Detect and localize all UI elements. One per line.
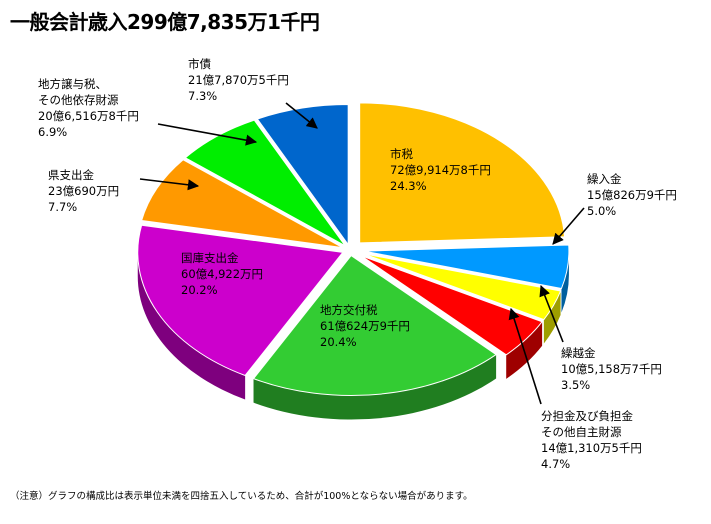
slice-label-name: 県支出金 xyxy=(48,168,94,182)
slice-label-name: 繰越金 xyxy=(561,346,596,360)
slice-label-name: 市税 xyxy=(390,147,413,161)
slice-label-name: 地方交付税 xyxy=(320,303,378,317)
pie-slice-3 xyxy=(360,255,543,356)
slice-label-amount: 14億1,310万5千円 xyxy=(541,441,642,455)
slice-label-percent: 3.5% xyxy=(561,378,591,392)
slice-label-7: 地方譲与税、 その他依存財源 20億6,516万8千円 6.9% xyxy=(38,76,139,140)
leader-arrow-8 xyxy=(285,102,318,129)
slice-label-amount: 15億826万9千円 xyxy=(587,188,677,202)
slice-label-name: 繰入金 xyxy=(587,172,622,186)
pie-slice-4 xyxy=(252,254,497,397)
slice-label-percent: 6.9% xyxy=(38,125,68,139)
leader-arrow-3 xyxy=(508,307,542,405)
pie-side-5 xyxy=(137,252,246,400)
slice-label-name: その他依存財源 xyxy=(38,93,119,107)
slice-label-name: 市債 xyxy=(188,57,211,71)
pie-slice-5 xyxy=(137,224,344,377)
pie-side-4 xyxy=(253,354,497,420)
slice-label-0: 市税 72億9,914万8千円 24.3% xyxy=(390,146,491,194)
slice-label-amount: 60億4,922万円 xyxy=(181,267,264,281)
pie-slice-2 xyxy=(362,253,562,321)
pie-side-1 xyxy=(561,251,569,313)
slice-label-percent: 5.0% xyxy=(587,204,617,218)
slice-label-name: 分担金及び負担金 xyxy=(541,409,633,423)
slice-label-percent: 7.7% xyxy=(48,200,78,214)
slice-label-percent: 24.3% xyxy=(390,179,427,193)
slice-label-5: 国庫支出金 60億4,922万円 20.2% xyxy=(181,250,263,298)
slice-label-3: 分担金及び負担金 その他自主財源 14億1,310万5千円 4.7% xyxy=(541,408,642,472)
slice-label-6: 県支出金 23億690万円 7.7% xyxy=(48,167,119,215)
slice-label-4: 地方交付税 61億624万9千円 20.4% xyxy=(320,302,410,350)
leader-arrow-7 xyxy=(157,123,258,146)
slice-label-amount: 72億9,914万8千円 xyxy=(390,163,491,177)
leader-arrow-2 xyxy=(539,284,564,343)
leader-arrow-6 xyxy=(139,178,200,191)
footnote: （注意）グラフの構成比は表示単位未満を四捨五入しているため、合計が100%となら… xyxy=(10,491,473,502)
slice-label-amount: 61億624万9千円 xyxy=(320,319,410,333)
slice-label-amount: 21億7,870万5千円 xyxy=(188,73,289,87)
slice-label-amount: 20億6,516万8千円 xyxy=(38,109,139,123)
slice-label-name: 地方譲与税、 xyxy=(38,77,107,91)
pie-slice-0 xyxy=(359,102,566,244)
slice-label-percent: 7.3% xyxy=(188,89,218,103)
leader-arrow-1 xyxy=(552,207,585,245)
page-title: 一般会計歳入299億7,835万1千円 xyxy=(10,10,320,34)
slice-label-name: その他自主財源 xyxy=(541,425,622,439)
pie-slice-1 xyxy=(363,244,570,290)
slice-label-1: 繰入金 15億826万9千円 5.0% xyxy=(587,171,677,219)
pie-slice-7 xyxy=(184,119,346,247)
slice-label-amount: 10億5,158万7千円 xyxy=(561,362,662,376)
slice-label-percent: 20.4% xyxy=(320,335,357,349)
pie-side-2 xyxy=(543,291,561,344)
slice-label-8: 市債 21億7,870万5千円 7.3% xyxy=(188,56,289,104)
slice-label-amount: 23億690万円 xyxy=(48,184,120,198)
slice-label-name: 国庫支出金 xyxy=(181,251,239,265)
slice-label-percent: 20.2% xyxy=(181,283,218,297)
slice-label-2: 繰越金 10億5,158万7千円 3.5% xyxy=(561,345,662,393)
pie-slice-8 xyxy=(256,104,349,247)
slice-label-percent: 4.7% xyxy=(541,457,571,471)
